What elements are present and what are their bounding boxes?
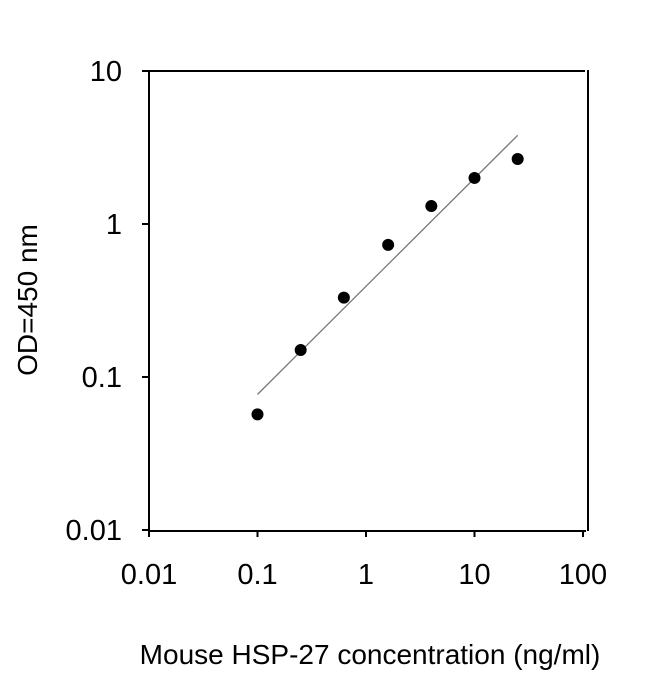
y-tick-label: 1 [106, 209, 122, 241]
x-tick-label: 0.1 [237, 559, 277, 591]
y-axis-ticks: 0.01 0.1 1 10 [66, 56, 149, 547]
x-tick-label: 0.01 [121, 559, 177, 591]
data-point [511, 152, 524, 165]
x-axis-ticks: 0.01 0.1 1 10 100 [121, 531, 607, 591]
x-tick-label: 10 [458, 559, 490, 591]
plot-frame [142, 70, 589, 532]
data-point [468, 171, 481, 184]
y-tick-label: 10 [90, 56, 122, 88]
x-tick-label: 100 [559, 559, 607, 591]
y-tick-label: 0.1 [82, 362, 122, 394]
data-point [425, 200, 438, 213]
x-tick-label: 1 [358, 559, 374, 591]
data-point [251, 408, 264, 421]
y-axis-title: OD=450 nm [12, 224, 43, 376]
data-points [251, 152, 524, 421]
data-point [382, 238, 395, 251]
y-tick-label: 0.01 [66, 515, 122, 547]
x-axis-title: Mouse HSP-27 concentration (ng/ml) [140, 639, 601, 670]
data-point [294, 344, 307, 357]
data-point [337, 291, 350, 304]
